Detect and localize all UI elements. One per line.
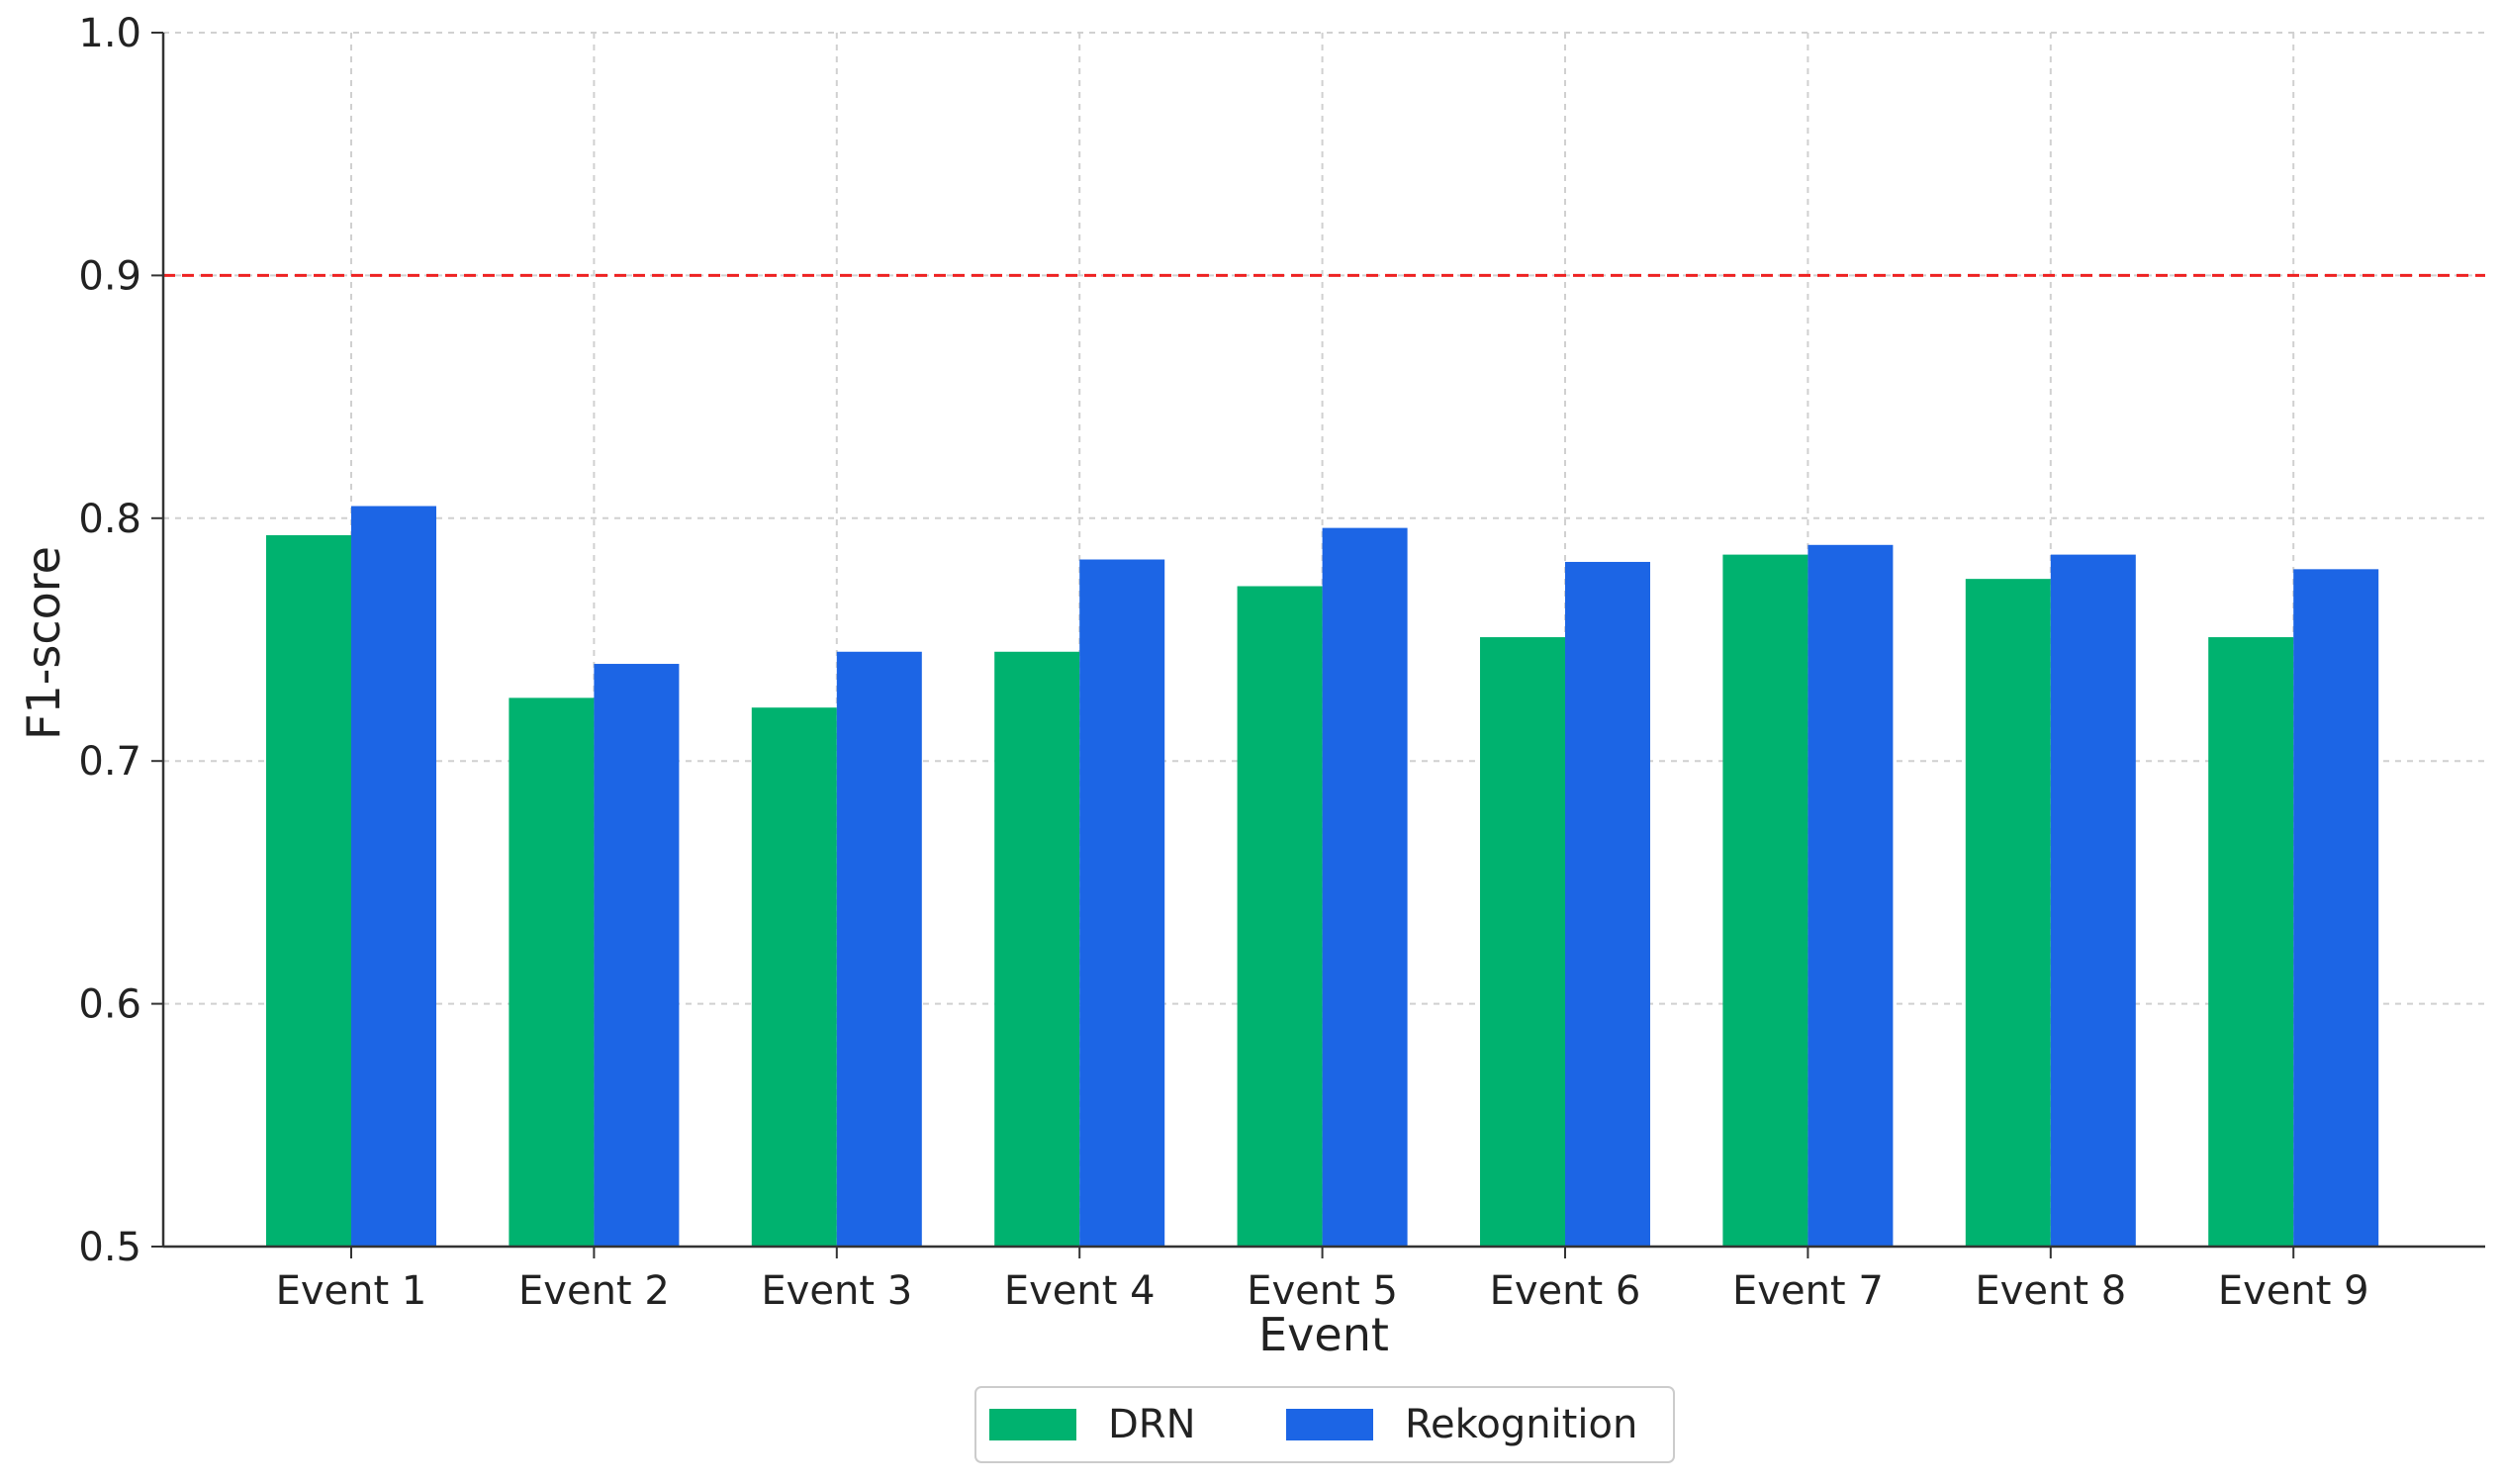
bar-rekognition-4 xyxy=(1079,559,1165,1247)
x-axis-label: Event xyxy=(1258,1308,1389,1361)
legend-label-rekognition: Rekognition xyxy=(1405,1402,1637,1447)
bar-drn-6 xyxy=(1480,637,1565,1247)
bar-drn-4 xyxy=(994,651,1080,1247)
x-tick-label: Event 4 xyxy=(1004,1268,1156,1314)
y-tick-label: 1.0 xyxy=(78,11,141,56)
x-tick-label: Event 5 xyxy=(1247,1268,1398,1314)
y-tick-label: 0.7 xyxy=(78,739,141,785)
x-tick-label: Event 8 xyxy=(1975,1268,2126,1314)
bar-drn-9 xyxy=(2208,637,2294,1247)
bar-rekognition-5 xyxy=(1322,527,1408,1247)
bar-drn-7 xyxy=(1722,554,1808,1247)
legend-swatch-drn xyxy=(989,1409,1076,1440)
bar-drn-8 xyxy=(1965,579,2051,1247)
x-tick-label: Event 3 xyxy=(761,1268,912,1314)
y-tick-label: 0.9 xyxy=(78,253,141,299)
bar-rekognition-7 xyxy=(1807,544,1894,1247)
legend-label-drn: DRN xyxy=(1108,1402,1196,1447)
x-tick-label: Event 2 xyxy=(518,1268,670,1314)
legend: DRN Rekognition xyxy=(974,1386,1675,1463)
bar-rekognition-6 xyxy=(1565,561,1650,1247)
bar-rekognition-1 xyxy=(351,506,436,1247)
bar-drn-1 xyxy=(266,534,351,1247)
bar-drn-2 xyxy=(509,697,595,1247)
bar-rekognition-9 xyxy=(2293,569,2379,1247)
y-tick-label: 0.6 xyxy=(78,982,141,1028)
x-tick-label: Event 9 xyxy=(2218,1268,2369,1314)
bar-drn-5 xyxy=(1237,586,1323,1247)
axes xyxy=(151,32,2485,1258)
x-tick-label: Event 7 xyxy=(1732,1268,1884,1314)
y-tick-labels: 0.5 0.6 0.7 0.8 0.9 1.0 xyxy=(78,11,141,1270)
bar-rekognition-2 xyxy=(594,664,680,1247)
y-axis-label: F1-score xyxy=(17,546,70,740)
x-tick-label: Event 6 xyxy=(1490,1268,1641,1314)
bar-rekognition-8 xyxy=(2050,554,2136,1247)
bar-drn-3 xyxy=(751,707,837,1247)
bar-rekognition-3 xyxy=(836,651,922,1247)
bars xyxy=(266,506,2379,1247)
legend-swatch-rekognition xyxy=(1286,1409,1373,1440)
y-tick-label: 0.8 xyxy=(78,497,141,542)
x-tick-label: Event 1 xyxy=(276,1268,427,1314)
x-tick-labels: Event 1 Event 2 Event 3 Event 4 Event 5 Event… xyxy=(276,1268,2369,1314)
y-tick-label: 0.5 xyxy=(78,1225,141,1270)
